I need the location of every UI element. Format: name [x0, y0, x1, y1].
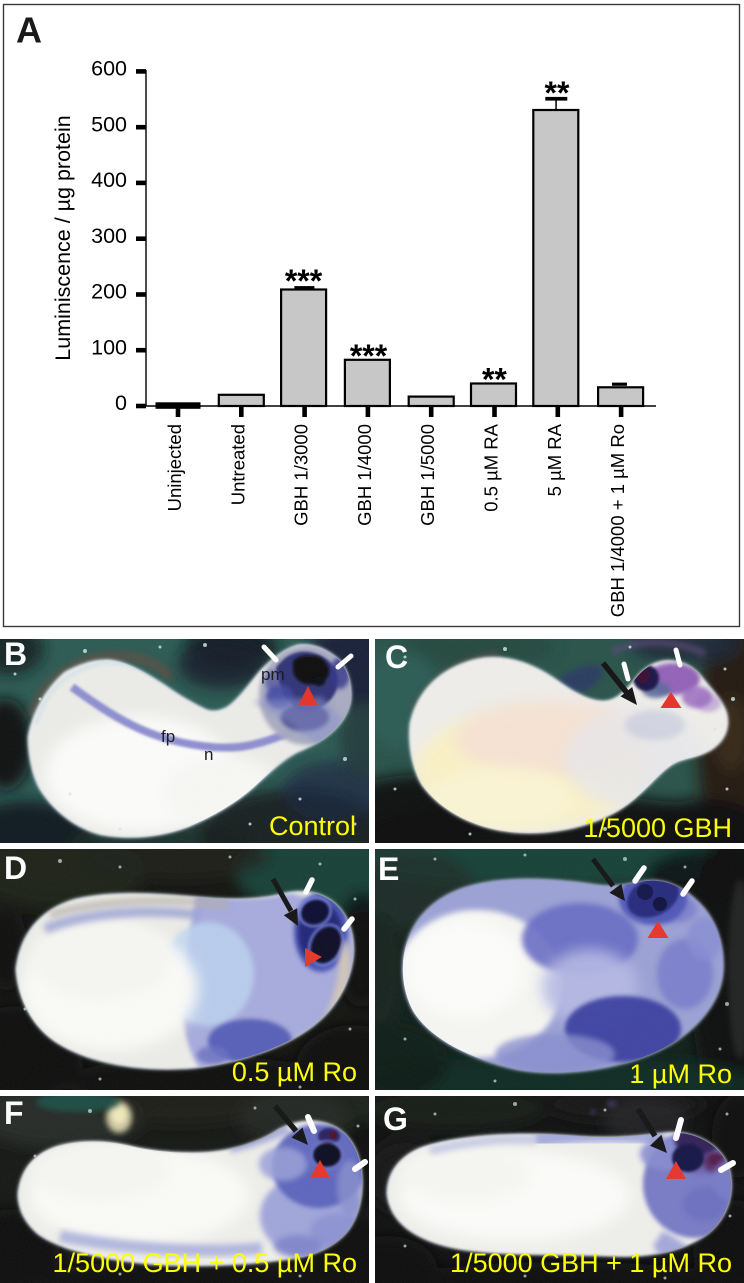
svg-text:400: 400 — [91, 168, 127, 192]
svg-text:200: 200 — [91, 280, 127, 304]
svg-text:0: 0 — [115, 391, 127, 415]
svg-text:0.5 µM RA: 0.5 µM RA — [481, 423, 502, 511]
svg-text:***: *** — [350, 338, 388, 374]
svg-text:GBH 1/4000: GBH 1/4000 — [354, 424, 375, 526]
svg-text:GBH 1/4000 + 1 µM Ro: GBH 1/4000 + 1 µM Ro — [607, 424, 628, 617]
svg-text:GBH 1/3000: GBH 1/3000 — [291, 424, 312, 526]
svg-text:A: A — [16, 10, 42, 51]
svg-text:300: 300 — [91, 224, 127, 248]
svg-text:Untreated: Untreated — [227, 424, 248, 505]
svg-text:**: ** — [545, 75, 570, 111]
svg-text:600: 600 — [91, 57, 127, 81]
svg-text:5 µM RA: 5 µM RA — [544, 423, 565, 496]
svg-text:**: ** — [482, 362, 507, 398]
svg-text:Uninjected: Uninjected — [164, 424, 185, 511]
svg-text:500: 500 — [91, 112, 127, 136]
svg-text:100: 100 — [91, 335, 127, 359]
svg-text:GBH 1/5000: GBH 1/5000 — [417, 424, 438, 526]
svg-text:***: *** — [285, 263, 323, 299]
svg-text:Luminiscence / µg protein: Luminiscence / µg protein — [51, 115, 75, 360]
